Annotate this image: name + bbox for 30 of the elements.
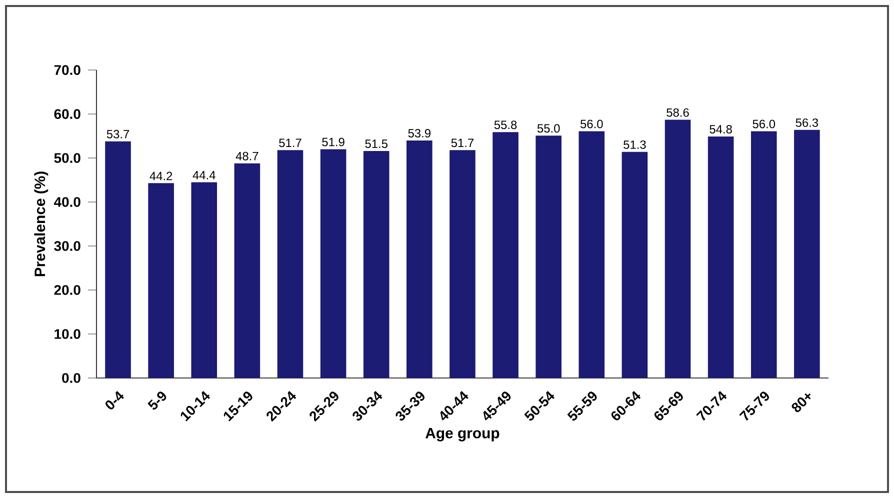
x-axis-title: Age group	[425, 428, 500, 442]
data-label: 56.0	[580, 120, 603, 128]
y-axis-title: Prevalence (%)	[34, 172, 48, 276]
data-label: 55.0	[537, 124, 560, 133]
y-tick-label: 60.0	[54, 109, 80, 119]
y-tick-label: 20.0	[54, 285, 80, 295]
y-tick-label: 40.0	[54, 197, 80, 207]
data-label: 51.7	[451, 138, 474, 148]
data-label: 51.7	[279, 138, 302, 148]
data-label: 53.7	[106, 130, 130, 138]
data-label: 44.2	[150, 172, 172, 180]
y-tick-label: 30.0	[54, 241, 80, 251]
data-label: 58.6	[666, 108, 689, 117]
x-tick-label: 5-9	[148, 392, 166, 410]
data-label: 48.7	[236, 152, 258, 160]
data-label: 51.3	[624, 140, 646, 149]
data-label: 44.4	[192, 171, 216, 180]
x-tick-label: 80+	[792, 393, 811, 412]
data-label: 56.0	[752, 120, 776, 128]
y-tick-label: 70.0	[54, 65, 80, 75]
data-label: 56.3	[796, 118, 818, 127]
data-label: 55.8	[494, 120, 517, 130]
y-tick-label: 0.0	[62, 373, 80, 383]
y-tick-label: 50.0	[54, 153, 80, 163]
data-label: 51.9	[322, 138, 344, 146]
x-tick-label: 0-4	[106, 390, 124, 410]
data-label: 51.5	[365, 140, 388, 148]
y-tick-label: 10.0	[54, 329, 80, 339]
data-label: 53.9	[408, 129, 430, 138]
data-label: 54.8	[710, 125, 732, 134]
